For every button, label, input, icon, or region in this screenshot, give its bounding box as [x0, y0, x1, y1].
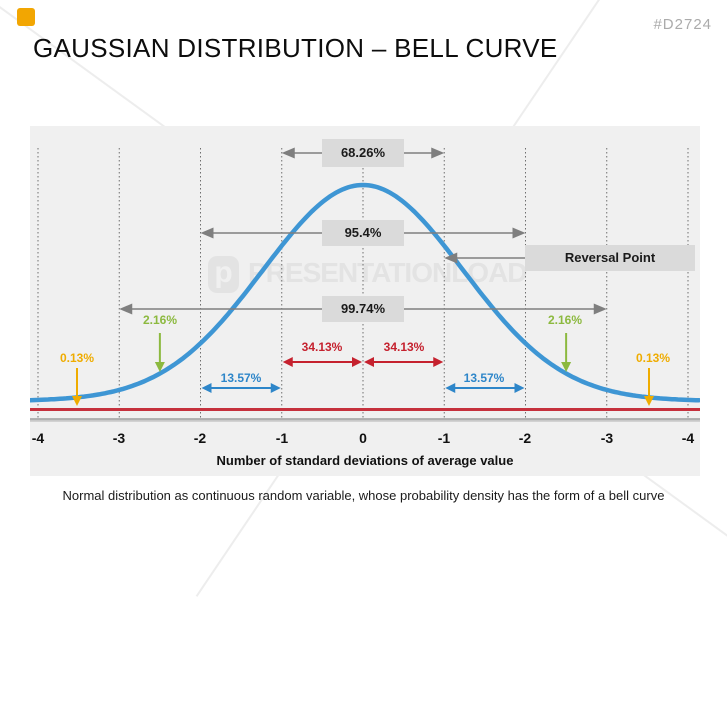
x-axis-title: Number of standard deviations of average…: [216, 453, 514, 468]
x-tick-1: -3: [112, 430, 126, 446]
brand-logo-square: [17, 8, 35, 26]
segment-label-34-left: 34.13%: [301, 340, 343, 354]
bell-curve-plot: [30, 147, 700, 422]
x-tick-6: -2: [518, 430, 532, 446]
tail-label-013-right: 0.13%: [635, 351, 671, 365]
x-tick-4: 0: [359, 430, 367, 446]
chart-panel: p PRESENTATIONLOAD 68.26% 95.4% 99.74% R…: [30, 126, 700, 476]
x-tick-8: -4: [681, 430, 695, 446]
product-code: #D2724: [653, 16, 712, 33]
segment-label-13-left: 13.57%: [220, 371, 262, 385]
band-label-68: 68.26%: [322, 139, 404, 167]
page-title: GAUSSIAN DISTRIBUTION – BELL CURVE: [33, 33, 558, 63]
tail-label-216-right: 2.16%: [547, 313, 583, 327]
band-label-99: 99.74%: [322, 296, 404, 322]
x-tick-5: -1: [437, 430, 451, 446]
reversal-point-label: Reversal Point: [525, 245, 695, 271]
tail-label-216-left: 2.16%: [142, 313, 178, 327]
segment-label-34-right: 34.13%: [383, 340, 425, 354]
p-bubble-icon: p: [208, 256, 239, 293]
segment-label-13-right: 13.57%: [463, 371, 505, 385]
band-label-95: 95.4%: [322, 220, 404, 246]
tail-label-013-left: 0.13%: [59, 351, 95, 365]
x-tick-7: -3: [600, 430, 614, 446]
slide-caption: Normal distribution as continuous random…: [62, 488, 665, 503]
x-tick-3: -1: [275, 430, 289, 446]
presentationload-watermark: PRESENTATIONLOAD: [248, 257, 528, 288]
x-tick-0: -4: [31, 430, 45, 446]
x-tick-2: -2: [193, 430, 207, 446]
